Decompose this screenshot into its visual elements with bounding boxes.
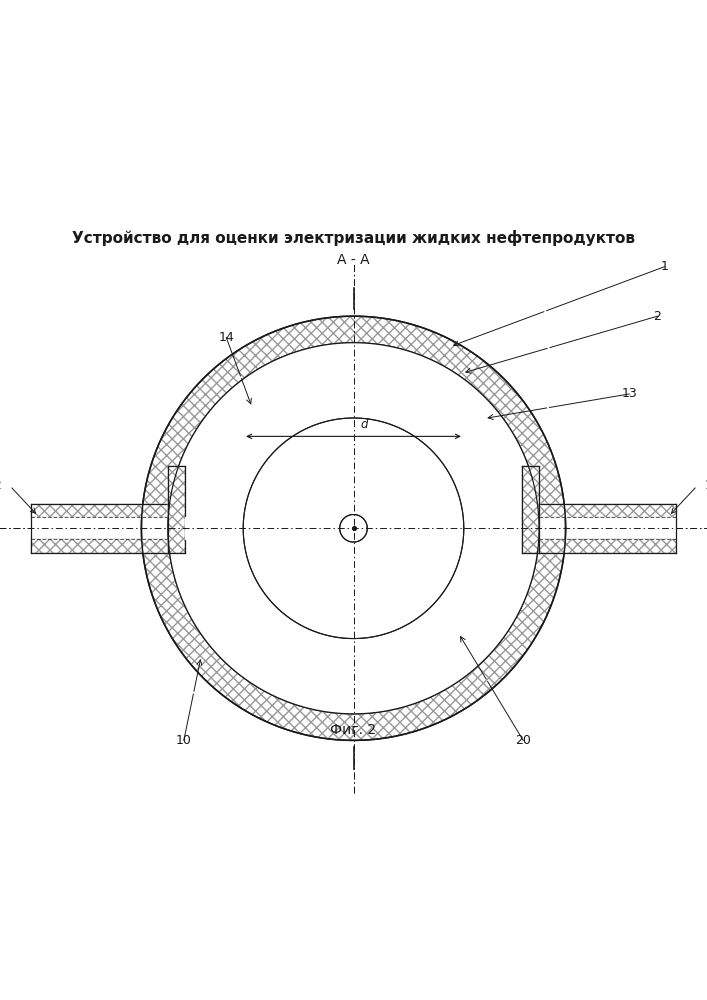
Text: d: d <box>361 418 368 431</box>
Polygon shape <box>539 504 676 517</box>
Polygon shape <box>539 539 676 553</box>
Polygon shape <box>522 466 539 553</box>
Text: 11: 11 <box>704 479 707 492</box>
Text: 20: 20 <box>515 734 531 747</box>
Circle shape <box>168 343 539 713</box>
Polygon shape <box>141 316 566 740</box>
Text: 12: 12 <box>0 479 3 492</box>
Polygon shape <box>31 504 168 553</box>
Circle shape <box>168 343 539 714</box>
Polygon shape <box>31 539 168 553</box>
Text: 10: 10 <box>176 734 192 747</box>
Polygon shape <box>31 504 168 517</box>
Polygon shape <box>539 504 676 553</box>
Text: 1: 1 <box>660 260 669 273</box>
Polygon shape <box>168 466 185 553</box>
Text: Устройство для оценки электризации жидких нефтепродуктов: Устройство для оценки электризации жидки… <box>72 230 635 246</box>
Text: 2: 2 <box>653 310 662 323</box>
Text: А - А: А - А <box>337 253 370 267</box>
Text: Фиг. 2: Фиг. 2 <box>330 723 377 737</box>
Text: 13: 13 <box>621 387 637 400</box>
Text: 14: 14 <box>218 331 234 344</box>
